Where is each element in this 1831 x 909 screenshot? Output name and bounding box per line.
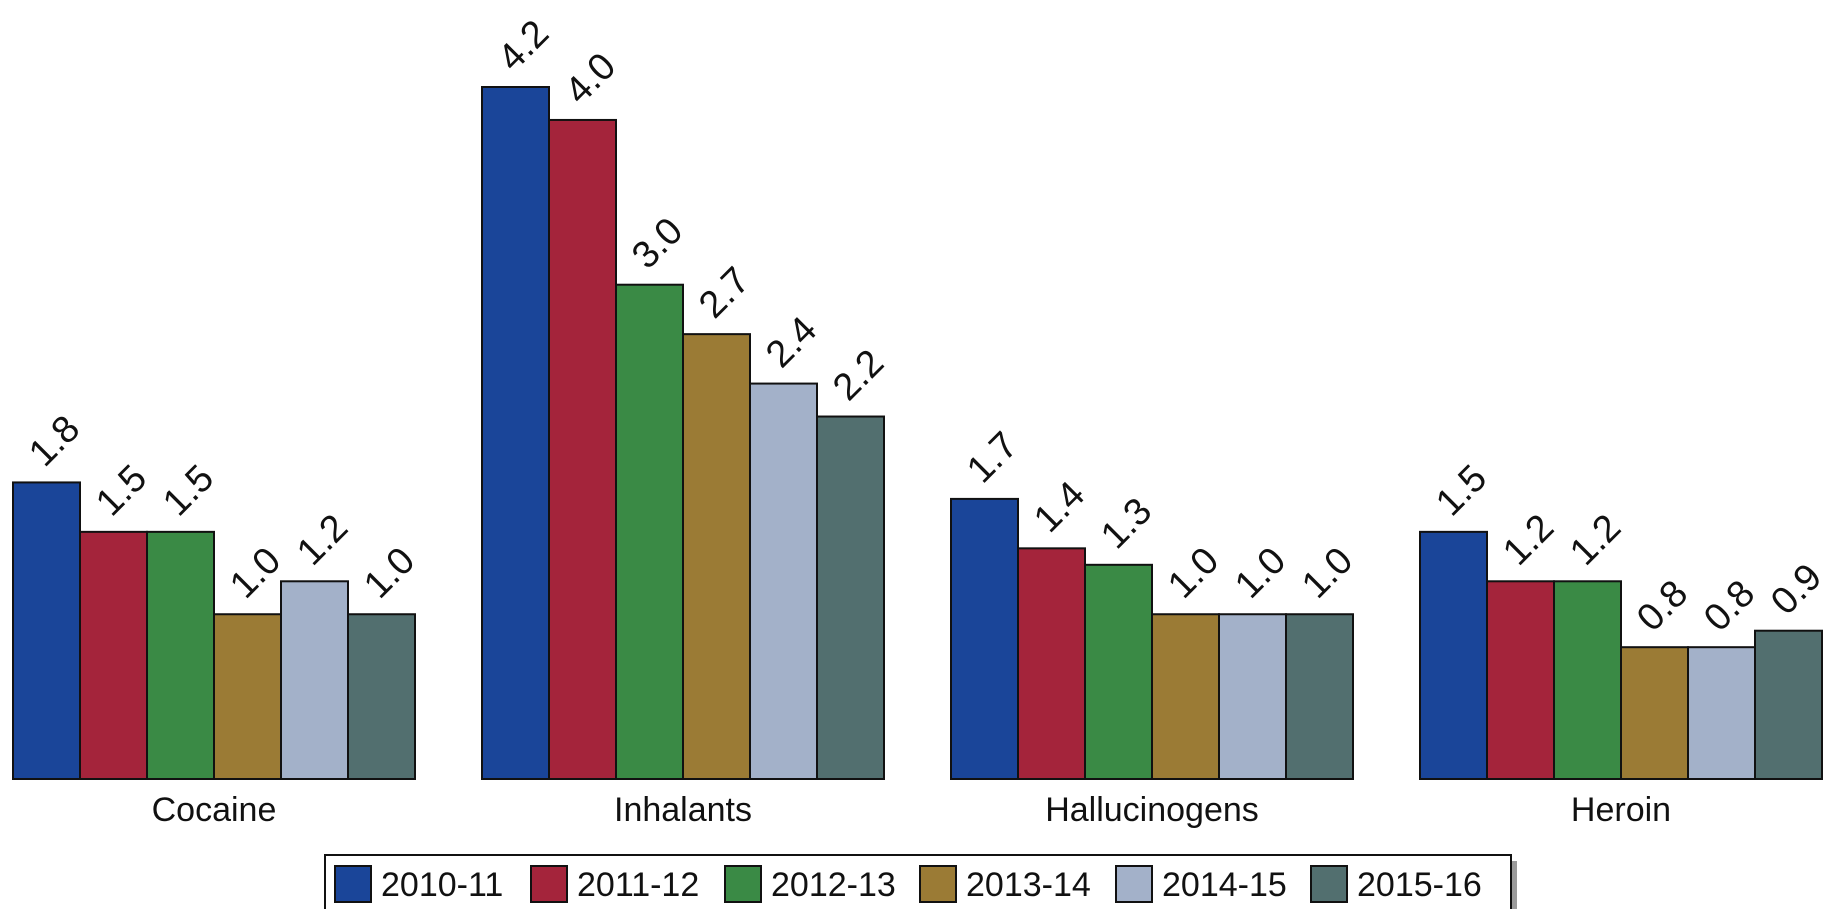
category-label-hallucinogens: Hallucinogens (1045, 791, 1259, 829)
bar-hallucinogens-2015-16 (1285, 613, 1354, 780)
legend-label-2013-14: 2013-14 (966, 866, 1091, 904)
bar-heroin-2011-12 (1486, 580, 1555, 780)
category-label-inhalants: Inhalants (614, 791, 752, 829)
data-label: 1.2 (1495, 507, 1562, 574)
bar-hallucinogens-2010-11 (950, 497, 1019, 780)
legend-swatch-2011-12 (530, 865, 568, 903)
legend-swatch-2014-15 (1115, 865, 1153, 903)
data-label: 1.7 (959, 424, 1026, 491)
bar-inhalants-2014-15 (749, 382, 818, 780)
bar-cocaine-2011-12 (79, 530, 148, 780)
bar-inhalants-2010-11 (481, 86, 550, 780)
bar-hallucinogens-2012-13 (1084, 563, 1153, 780)
bar-cocaine-2015-16 (347, 613, 416, 780)
data-labels-group: 1.81.5 1.51.0 1.2 1.04.2 4.03.02.72.4 2.21.71… (21, 12, 1830, 639)
data-label: 1.4 (1026, 474, 1093, 541)
data-label: 1.2 (289, 507, 356, 574)
bar-cocaine-2010-11 (12, 481, 81, 780)
data-label: 1.5 (88, 457, 155, 524)
category-labels-group: Cocaine Inhalants Hallucinogens Heroin (152, 791, 1671, 829)
data-label: 2.2 (825, 342, 892, 409)
legend-swatch-2015-16 (1310, 865, 1348, 903)
category-label-cocaine: Cocaine (152, 791, 277, 829)
bar-cocaine-2012-13 (146, 530, 215, 780)
data-label: 4.2 (490, 12, 557, 79)
legend-label-2015-16: 2015-16 (1357, 866, 1482, 904)
legend-label-2010-11: 2010-11 (381, 866, 503, 904)
bar-hallucinogens-2014-15 (1218, 613, 1287, 780)
bar-inhalants-2013-14 (682, 333, 751, 780)
data-label: 1.0 (1294, 540, 1361, 607)
legend-label-2012-13: 2012-13 (771, 866, 896, 904)
bar-inhalants-2012-13 (615, 283, 684, 780)
bar-heroin-2010-11 (1419, 530, 1488, 780)
legend-swatch-2010-11 (334, 865, 372, 903)
data-label: 1.0 (356, 540, 423, 607)
legend-swatch-2013-14 (919, 865, 957, 903)
data-label: 1.5 (155, 457, 222, 524)
data-label: 4.0 (557, 45, 624, 112)
data-label: 3.0 (624, 210, 691, 277)
category-label-heroin: Heroin (1571, 791, 1671, 829)
bar-inhalants-2015-16 (816, 415, 885, 780)
bar-inhalants-2011-12 (548, 118, 617, 780)
data-label: 1.0 (222, 540, 289, 607)
bar-hallucinogens-2013-14 (1151, 613, 1220, 780)
bar-hallucinogens-2011-12 (1017, 547, 1086, 780)
bar-cocaine-2014-15 (280, 580, 349, 780)
data-label: 2.4 (758, 309, 825, 376)
data-label: 0.9 (1763, 556, 1830, 623)
data-label: 1.0 (1227, 540, 1294, 607)
data-label: 0.8 (1696, 573, 1763, 640)
data-label: 1.2 (1562, 507, 1629, 574)
bar-heroin-2012-13 (1553, 580, 1622, 780)
bar-heroin-2014-15 (1687, 646, 1756, 781)
data-label: 1.8 (21, 408, 88, 475)
legend-label-2011-12: 2011-12 (577, 866, 699, 904)
bar-cocaine-2013-14 (213, 613, 282, 780)
legend-label-2014-15: 2014-15 (1162, 866, 1287, 904)
data-label: 0.8 (1629, 573, 1696, 640)
legend-swatch-2012-13 (724, 865, 762, 903)
data-label: 1.3 (1093, 490, 1160, 557)
legend: 2010-11 2011-12 2012-13 2013-14 2014-15 2015-… (324, 854, 1517, 909)
data-label: 2.7 (691, 259, 758, 326)
data-label: 1.0 (1160, 540, 1227, 607)
bars-group (12, 86, 1823, 781)
data-label: 1.5 (1428, 457, 1495, 524)
bar-heroin-2013-14 (1620, 646, 1689, 781)
bar-heroin-2015-16 (1754, 629, 1823, 781)
